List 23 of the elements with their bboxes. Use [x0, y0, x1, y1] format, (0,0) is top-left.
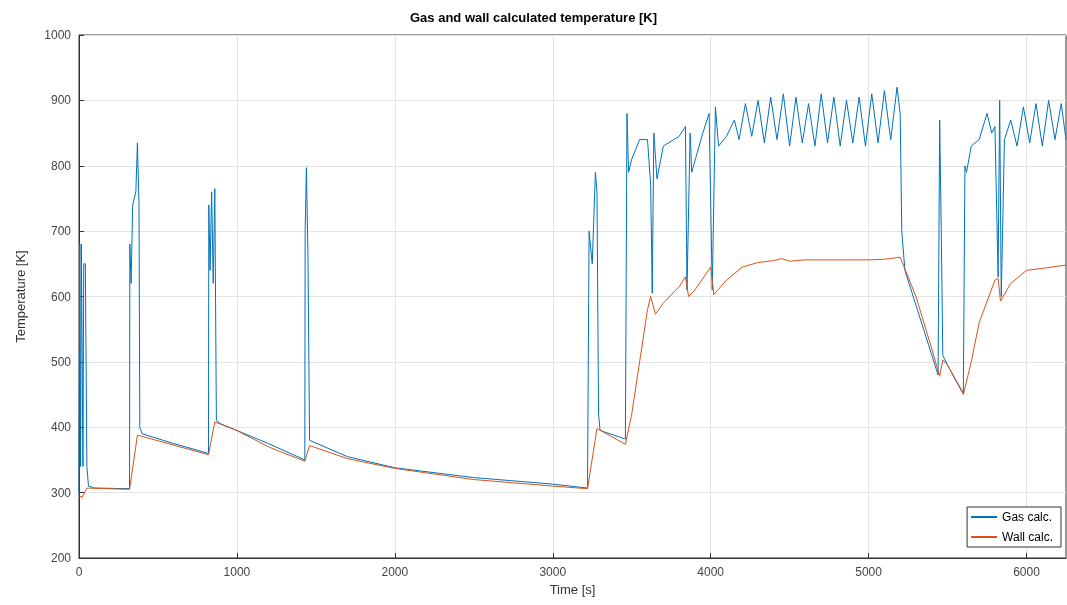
x-tick-label: 6000 [1013, 565, 1041, 579]
y-tick-label: 600 [50, 289, 72, 304]
x-axis-title: Time [s] [549, 581, 596, 597]
legend-label: Wall calc. [1002, 530, 1054, 544]
line-series [78, 86, 1067, 494]
y-tick-label: 400 [50, 420, 72, 435]
y-tick-label: 500 [50, 354, 72, 369]
y-tick-label: 700 [50, 224, 72, 239]
x-tick-label: 1000 [223, 565, 251, 579]
x-tick-label: 0 [75, 565, 83, 579]
x-tick-label: 4000 [697, 565, 725, 579]
y-tick-label: 300 [50, 485, 72, 500]
x-tick-label: 2000 [381, 565, 409, 579]
y-axis-title: Temperature [K] [13, 250, 28, 343]
y-tick-label: 800 [50, 158, 72, 173]
x-tick-label: 5000 [855, 565, 883, 579]
legend-label: Gas calc. [1002, 510, 1053, 524]
y-tick-label: 200 [50, 551, 72, 565]
y-tick-label: 900 [50, 93, 72, 108]
line-series [78, 256, 1067, 498]
x-tick-label: 3000 [539, 565, 567, 579]
chart-title: Gas and wall calculated temperature [K] [409, 10, 658, 25]
y-tick-label: 1000 [44, 28, 72, 42]
